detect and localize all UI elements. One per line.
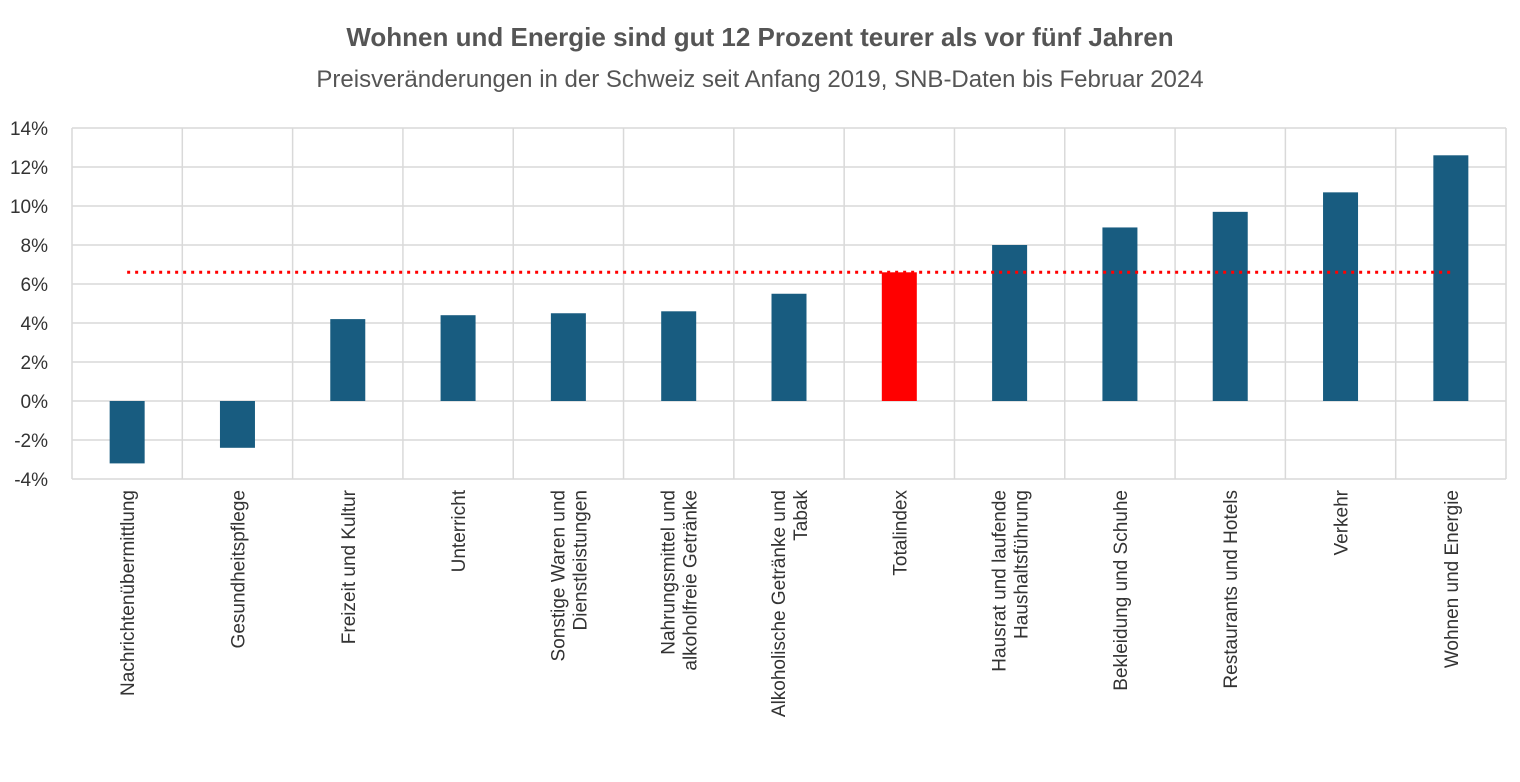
x-axis-labels: Nachrichtenübermittlung Gesundheitspflege… bbox=[118, 489, 1463, 717]
y-tick-label: 12% bbox=[10, 158, 48, 179]
bar bbox=[992, 245, 1028, 401]
y-axis-ticks: 14% 12% 10% 8% 6% 4% 2% 0% -2% -4% bbox=[10, 119, 48, 491]
y-tick-label: 8% bbox=[21, 236, 49, 257]
category-label: Wohnen und Energie bbox=[1442, 490, 1463, 668]
y-tick-label: -2% bbox=[14, 431, 48, 452]
category-label-line: Hausrat und laufende bbox=[990, 490, 1011, 672]
category-label: Nahrungsmittel undalkoholfreie Getränke bbox=[659, 490, 702, 671]
category-label-line: Wohnen und Energie bbox=[1442, 490, 1463, 668]
category-label-line: Alkoholische Getränke und bbox=[769, 490, 790, 717]
y-tick-label: 2% bbox=[21, 353, 49, 374]
y-tick-label: 14% bbox=[10, 119, 48, 140]
y-tick-label: -4% bbox=[14, 470, 48, 491]
y-tick-label: 6% bbox=[21, 275, 49, 296]
category-label: Alkoholische Getränke undTabak bbox=[769, 490, 812, 718]
bar bbox=[1323, 192, 1359, 401]
category-label-line: Restaurants und Hotels bbox=[1221, 490, 1242, 689]
bar bbox=[109, 401, 145, 464]
bar bbox=[1102, 227, 1138, 401]
bar bbox=[330, 319, 366, 401]
bar bbox=[661, 311, 697, 401]
category-label-line: Dienstleistungen bbox=[570, 490, 591, 630]
bar bbox=[1433, 155, 1469, 401]
category-label: Freizeit und Kultur bbox=[339, 489, 360, 644]
category-label: Unterricht bbox=[449, 489, 470, 572]
chart-title: Wohnen und Energie sind gut 12 Prozent t… bbox=[346, 22, 1174, 52]
category-label-line: Tabak bbox=[791, 490, 812, 541]
category-label: Verkehr bbox=[1332, 489, 1353, 555]
category-label-line: Freizeit und Kultur bbox=[339, 489, 360, 644]
y-tick-label: 0% bbox=[21, 392, 49, 413]
bar bbox=[1212, 211, 1248, 401]
bar bbox=[440, 315, 476, 401]
bar bbox=[219, 401, 255, 448]
category-label: Bekleidung und Schuhe bbox=[1111, 490, 1132, 691]
category-label-line: alkoholfreie Getränke bbox=[681, 490, 702, 671]
category-label-line: Unterricht bbox=[449, 489, 470, 572]
y-tick-label: 4% bbox=[21, 314, 49, 335]
category-label-line: Nachrichtenübermittlung bbox=[118, 490, 139, 696]
category-label-line: Gesundheitspflege bbox=[228, 490, 249, 648]
category-label-line: Haushaltsführung bbox=[1012, 490, 1033, 639]
chart-subtitle: Preisveränderungen in der Schweiz seit A… bbox=[316, 66, 1204, 93]
category-label-line: Totalindex bbox=[890, 490, 911, 576]
category-label: Gesundheitspflege bbox=[228, 490, 249, 648]
category-label: Sonstige Waren undDienstleistungen bbox=[548, 490, 591, 661]
bar bbox=[550, 313, 586, 401]
category-label: Nachrichtenübermittlung bbox=[118, 490, 139, 696]
category-label-line: Sonstige Waren und bbox=[548, 490, 569, 661]
y-tick-label: 10% bbox=[10, 197, 48, 218]
category-label: Restaurants und Hotels bbox=[1221, 490, 1242, 689]
category-label-line: Bekleidung und Schuhe bbox=[1111, 490, 1132, 691]
category-label: Hausrat und laufendeHaushaltsführung bbox=[990, 490, 1033, 672]
category-label: Totalindex bbox=[890, 490, 911, 576]
category-label-line: Verkehr bbox=[1332, 489, 1353, 555]
bar-highlight bbox=[881, 272, 917, 401]
bars bbox=[109, 155, 1469, 464]
category-label-line: Nahrungsmittel und bbox=[659, 490, 680, 655]
bar bbox=[771, 293, 807, 401]
